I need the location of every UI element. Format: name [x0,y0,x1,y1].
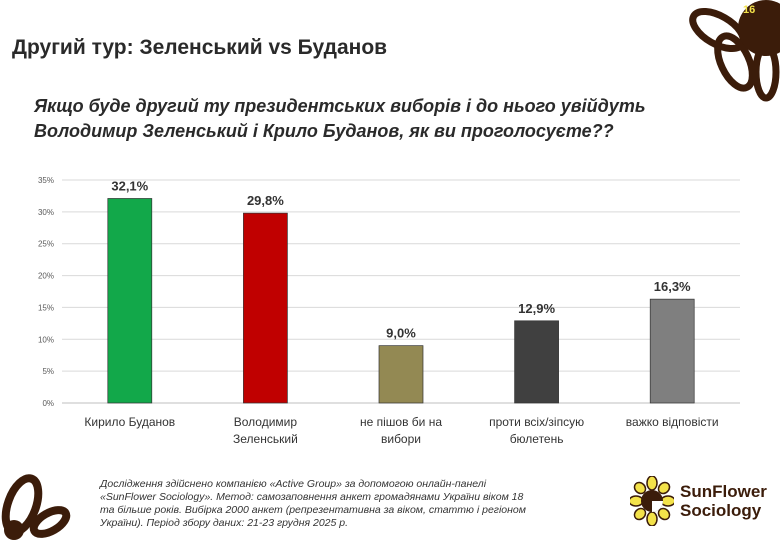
y-tick-label: 20% [38,272,54,281]
y-tick-label: 10% [38,335,54,344]
question-line: Володимир Зеленський і Крило Буданов, як… [34,121,614,141]
bar [378,345,424,404]
x-tick-label: Зеленський [233,432,298,446]
sunflower-icon [630,476,674,526]
y-tick-label: 5% [42,367,54,376]
data-label: 32,1% [111,178,148,193]
data-label: 12,9% [518,301,555,316]
x-tick-label: вибори [381,432,421,446]
bar [514,320,559,404]
question-line: Якщо буде другий ту президентських вибор… [34,96,646,116]
page-number: 16 [743,4,756,16]
logo-text-line: Sociology [680,501,762,520]
x-tick-label: Кирило Буданов [84,415,175,429]
bar [649,298,695,404]
bar-chart: 0% 5% 10% 15% 20% 25% 30% 35% 32,1% Кирило Будано… [38,176,740,446]
sunflower-sociology-logo: SunFlower Sociology [630,476,767,526]
logo-text-line: SunFlower [680,482,767,501]
x-tick-label: бюлетень [510,432,564,446]
x-tick-label: Володимир [234,415,298,429]
bar [243,212,288,404]
x-tick-label: проти всіх/зіпсую [489,415,584,429]
y-tick-label: 35% [38,176,54,185]
y-tick-label: 30% [38,208,54,217]
methodology-footnote: Дослідження здійснено компанією «Active … [100,478,526,529]
slide-title: Другий тур: Зеленський vs Буданов [12,36,388,59]
bar [107,198,153,404]
y-tick-label: 15% [38,303,54,312]
data-label: 29,8% [247,193,284,208]
y-tick-label: 0% [42,399,54,408]
x-tick-label: не пішов би на [360,415,442,429]
x-tick-label: важко відповісти [626,415,719,429]
y-tick-label: 25% [38,240,54,249]
data-label: 9,0% [386,326,416,341]
data-label: 16,3% [654,279,691,294]
survey-question: Якщо буде другий ту президентських вибор… [26,94,646,144]
